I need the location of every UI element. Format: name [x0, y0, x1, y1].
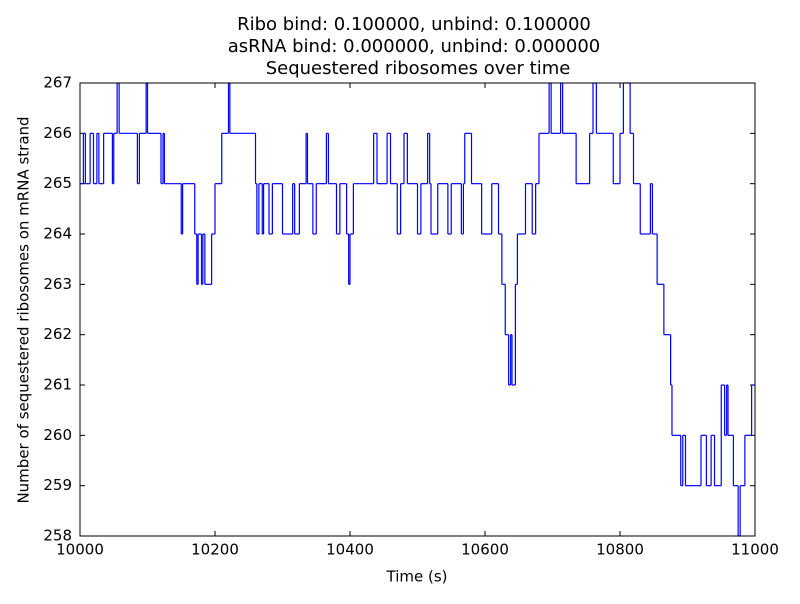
- y-tick-label: 261: [43, 376, 72, 394]
- title-line: Sequestered ribosomes over time: [266, 58, 571, 79]
- plot-frame: [79, 82, 756, 537]
- y-tick-label: 262: [43, 325, 72, 343]
- x-tick-label: 10200: [191, 541, 239, 559]
- x-axis-label: Time (s): [386, 568, 448, 586]
- x-tick-label: 10400: [326, 541, 374, 559]
- y-tick-label: 260: [43, 426, 72, 444]
- y-tick-label: 266: [43, 124, 72, 142]
- y-tick-label: 264: [43, 225, 72, 243]
- y-tick-label: 258: [43, 527, 72, 545]
- y-tick-label: 263: [43, 275, 72, 293]
- y-tick-label: 265: [43, 174, 72, 192]
- x-tick-label: 10000: [56, 541, 104, 559]
- title-line: asRNA bind: 0.000000, unbind: 0.000000: [228, 36, 601, 57]
- y-tick-label: 259: [43, 476, 72, 494]
- x-tick-label: 11000: [731, 541, 779, 559]
- x-tick-label: 10800: [596, 541, 644, 559]
- y-tick-label: 267: [43, 74, 72, 92]
- x-tick-label: 10600: [461, 541, 509, 559]
- title-line: Ribo bind: 0.100000, unbind: 0.100000: [237, 14, 591, 35]
- y-axis-label: Number of sequestered ribosomes on mRNA …: [15, 116, 33, 503]
